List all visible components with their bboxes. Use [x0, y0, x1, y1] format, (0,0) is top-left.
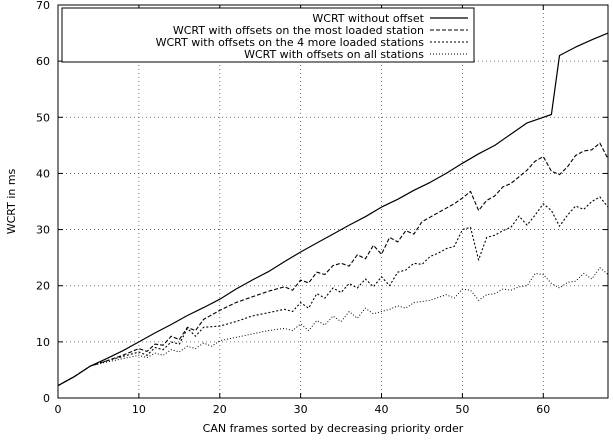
series-line [57, 196, 609, 387]
series-line [57, 267, 609, 387]
legend-label: WCRT with offsets on all stations [244, 48, 424, 61]
legend-box [61, 7, 475, 63]
x-axis-label: CAN frames sorted by decreasing priority… [203, 422, 464, 435]
axis-ticks: 0 10 20 30 40 50 60 0 10 20 30 40 50 60 70 [36, 0, 608, 416]
y-tick-label: 10 [36, 336, 50, 349]
y-tick-label: 50 [36, 111, 50, 124]
y-tick-label: 60 [36, 55, 50, 68]
legend-label: WCRT with offsets on the 4 more loaded s… [156, 36, 425, 49]
legend-label: WCRT without offset [312, 12, 424, 25]
legend-label: WCRT with offsets on the most loaded sta… [173, 24, 424, 37]
series-line [57, 32, 609, 387]
grid [58, 5, 608, 398]
y-tick-label: 70 [36, 0, 50, 12]
y-tick-label: 20 [36, 280, 50, 293]
y-tick-label: 40 [36, 167, 50, 180]
series-lines [57, 32, 609, 387]
y-tick-label: 0 [43, 392, 50, 405]
x-tick-label: 50 [455, 403, 469, 416]
y-tick-label: 30 [36, 224, 50, 237]
series-line [57, 142, 609, 387]
x-tick-label: 0 [55, 403, 62, 416]
plot-frame [57, 4, 609, 399]
x-tick-label: 30 [294, 403, 308, 416]
x-tick-label: 10 [132, 403, 146, 416]
y-axis-label: WCRT in ms [5, 168, 18, 234]
x-tick-label: 60 [536, 403, 550, 416]
x-tick-label: 40 [375, 403, 389, 416]
x-tick-label: 20 [213, 403, 227, 416]
